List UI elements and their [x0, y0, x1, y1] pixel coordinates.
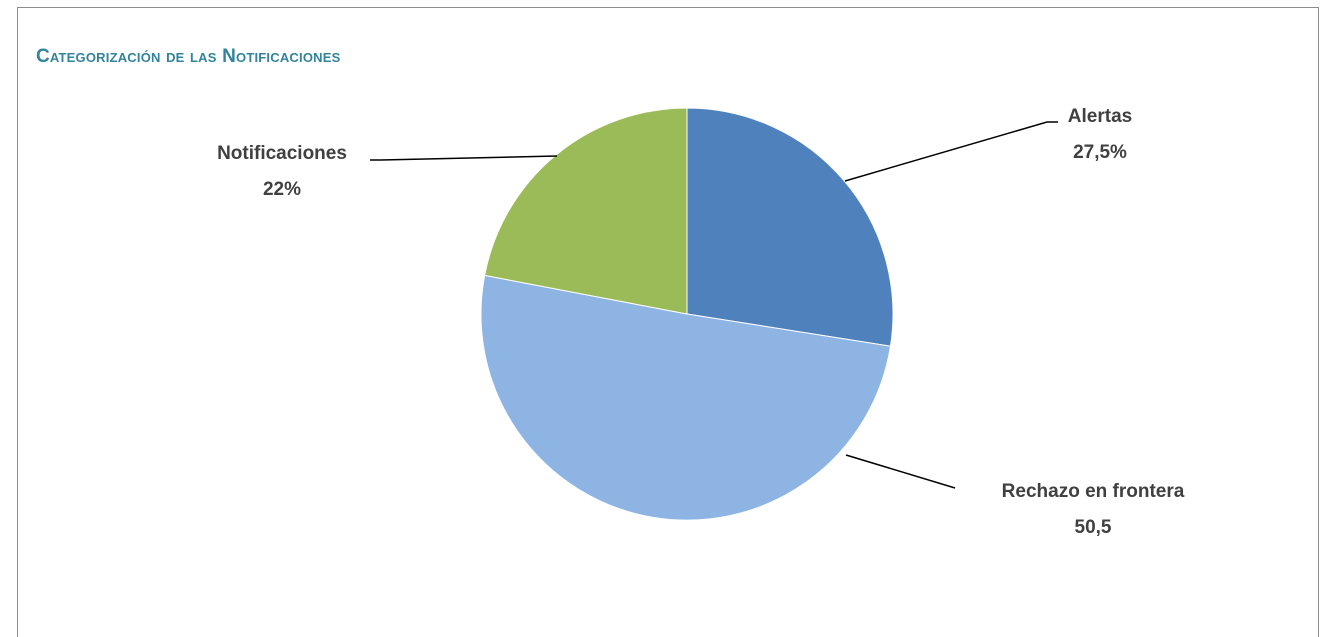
slice-label-notificaciones: Notificaciones	[217, 143, 347, 164]
pie-slice-notificaciones	[484, 107, 688, 315]
leader-line-notificaciones	[370, 155, 558, 161]
slice-label-alertas: Alertas	[1068, 106, 1132, 127]
pie-slice-alertas	[686, 107, 894, 347]
pie-slice-rechazo-en-frontera	[480, 274, 892, 521]
slice-value-notificaciones: 22%	[263, 179, 301, 200]
leader-line-alertas	[844, 121, 1058, 182]
slice-label-rechazo-en-frontera: Rechazo en frontera	[1002, 481, 1185, 502]
leader-line-rechazo-en-frontera	[845, 454, 956, 489]
chart-title: Categorización de las Notificaciones	[36, 46, 341, 67]
slice-value-alertas: 27,5%	[1073, 142, 1127, 163]
slice-value-rechazo-en-frontera: 50,5	[1075, 517, 1112, 538]
